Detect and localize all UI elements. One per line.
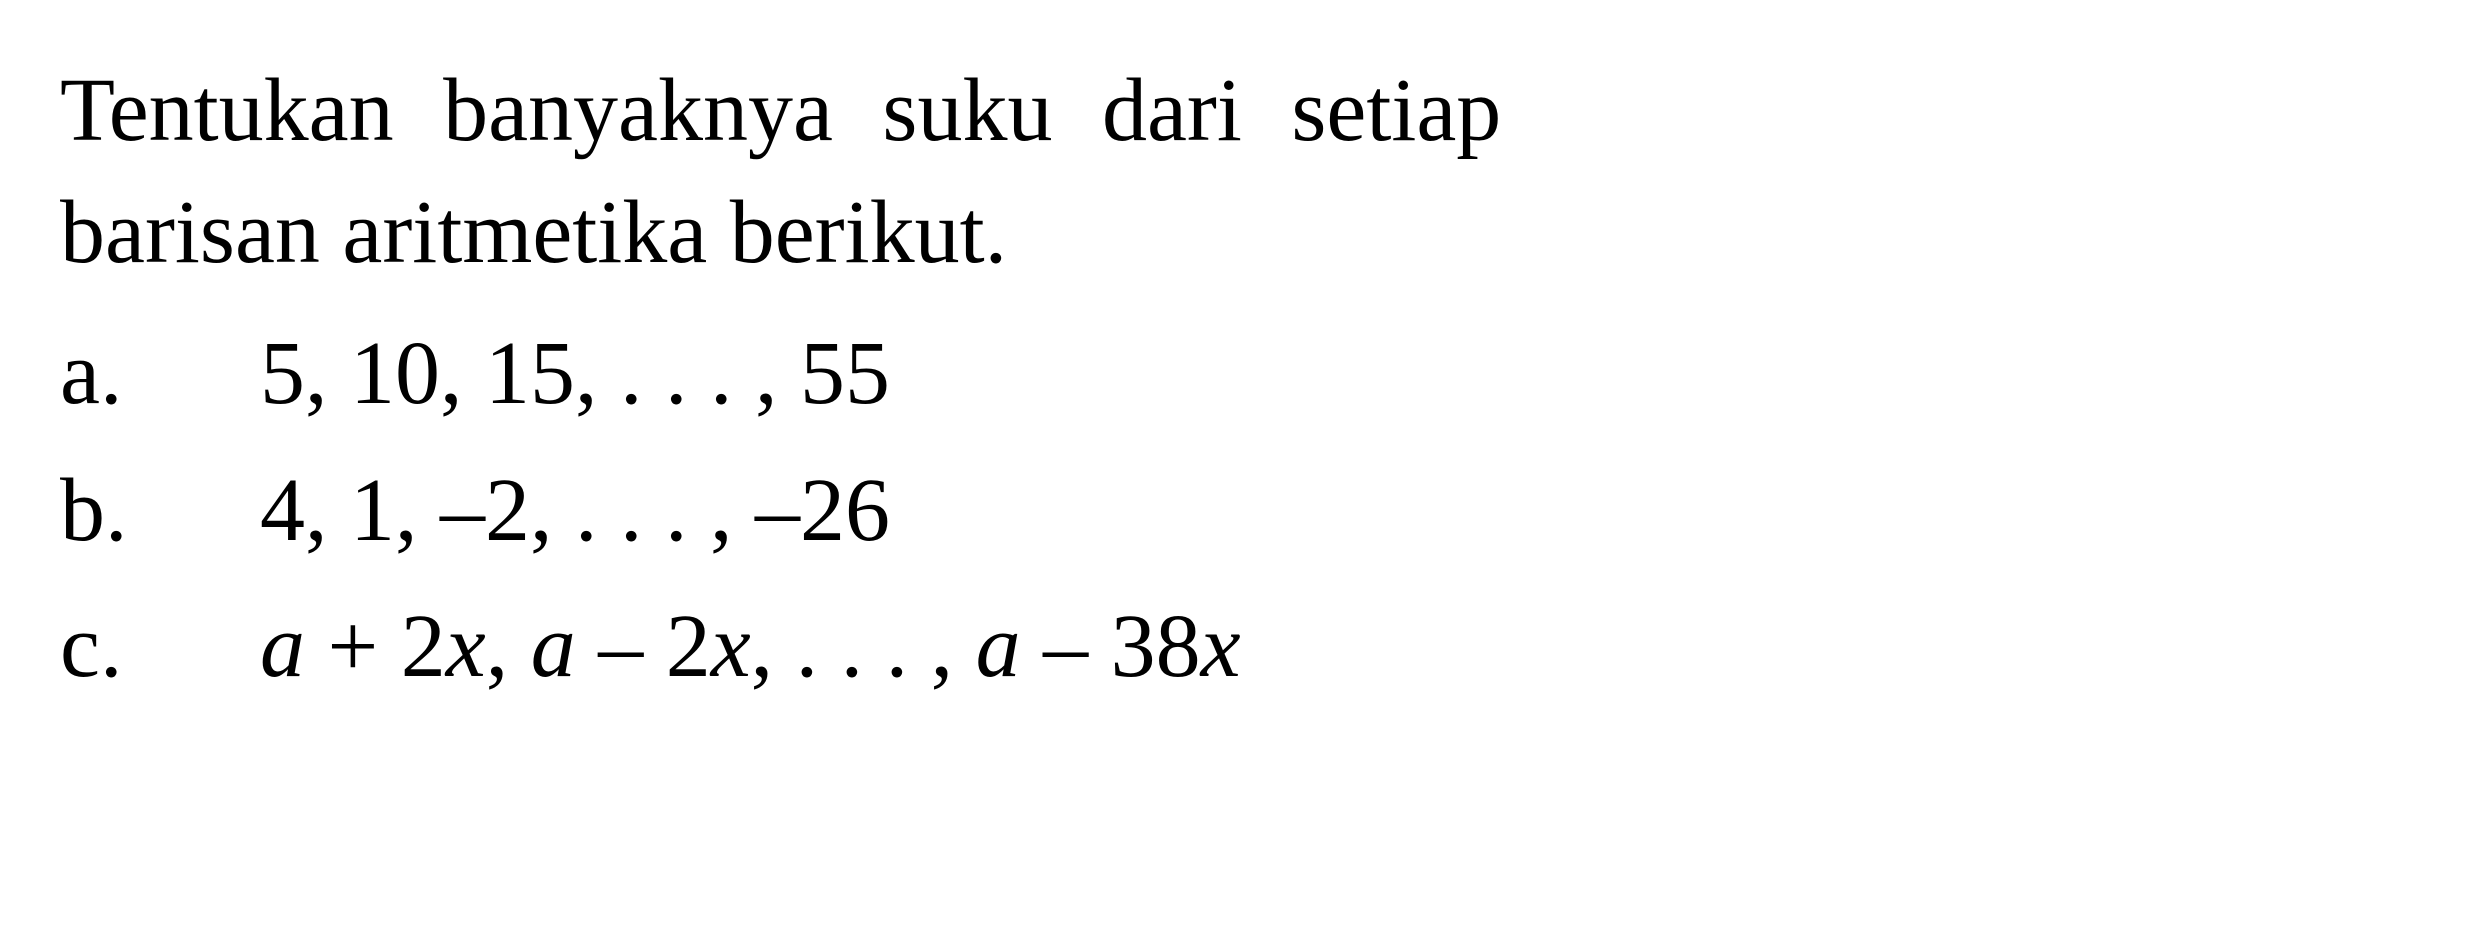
math-text: , . . . , (751, 597, 976, 696)
math-variable: x (446, 597, 486, 696)
item-label-c: c. (60, 586, 260, 708)
math-text: + 2 (305, 597, 446, 696)
problem-content: Tentukan banyaknya suku dari setiap bari… (60, 50, 2420, 708)
math-text: – 38 (1021, 597, 1201, 696)
item-label-b: b. (60, 450, 260, 572)
math-variable: x (1201, 597, 1241, 696)
sequence-a: 5, 10, 15, . . . , 55 (260, 313, 2420, 435)
list-item: c. a + 2x, a – 2x, . . . , a – 38x (60, 586, 2420, 708)
math-variable: a (260, 597, 305, 696)
sequence-b: 4, 1, –2, . . . , –26 (260, 450, 2420, 572)
sequence-c: a + 2x, a – 2x, . . . , a – 38x (260, 586, 2420, 708)
list-item: a. 5, 10, 15, . . . , 55 (60, 313, 2420, 435)
intro-text-line1: Tentukan banyaknya suku dari setiap (60, 50, 2420, 172)
math-variable: a (531, 597, 576, 696)
item-label-a: a. (60, 313, 260, 435)
math-variable: x (711, 597, 751, 696)
math-text: , (486, 597, 531, 696)
math-variable: a (976, 597, 1021, 696)
math-text: – 2 (576, 597, 711, 696)
intro-text-line2: barisan aritmetika berikut. (60, 172, 2420, 294)
list-item: b. 4, 1, –2, . . . , –26 (60, 450, 2420, 572)
